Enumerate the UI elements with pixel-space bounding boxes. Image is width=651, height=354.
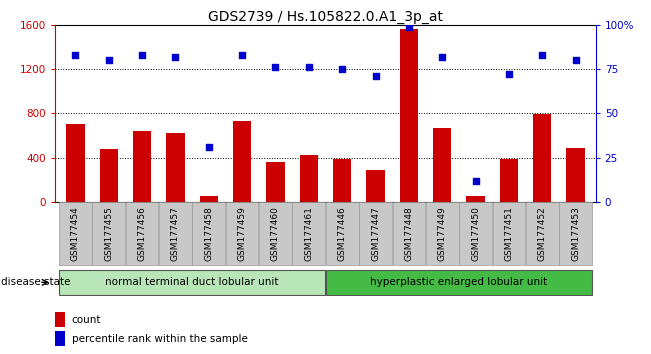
- Point: [170, 54, 180, 59]
- Bar: [55, 312, 65, 327]
- FancyBboxPatch shape: [326, 270, 592, 295]
- FancyBboxPatch shape: [459, 202, 492, 265]
- Point: [204, 144, 214, 150]
- Text: GSM177447: GSM177447: [371, 206, 380, 261]
- FancyBboxPatch shape: [326, 202, 359, 265]
- Text: disease state: disease state: [1, 277, 70, 287]
- FancyBboxPatch shape: [59, 270, 325, 295]
- Bar: [233, 121, 251, 202]
- Point: [70, 52, 81, 58]
- Text: GSM177450: GSM177450: [471, 206, 480, 261]
- Text: GSM177452: GSM177452: [538, 206, 547, 261]
- Text: GSM177457: GSM177457: [171, 206, 180, 261]
- Bar: [66, 124, 85, 202]
- Text: GSM177446: GSM177446: [338, 206, 347, 261]
- Text: GSM177460: GSM177460: [271, 206, 280, 261]
- Bar: [100, 149, 118, 202]
- Point: [337, 66, 348, 72]
- Bar: [500, 159, 518, 202]
- FancyBboxPatch shape: [126, 202, 158, 265]
- FancyBboxPatch shape: [359, 202, 392, 265]
- FancyBboxPatch shape: [92, 202, 125, 265]
- Point: [437, 54, 447, 59]
- Text: GSM177455: GSM177455: [104, 206, 113, 261]
- Bar: [400, 29, 418, 202]
- FancyBboxPatch shape: [559, 202, 592, 265]
- Bar: [466, 196, 485, 202]
- Text: GSM177454: GSM177454: [71, 206, 80, 261]
- Point: [471, 178, 481, 183]
- FancyBboxPatch shape: [59, 202, 92, 265]
- FancyBboxPatch shape: [393, 202, 425, 265]
- Bar: [333, 159, 352, 202]
- Text: GSM177461: GSM177461: [304, 206, 313, 261]
- Point: [303, 64, 314, 70]
- Title: GDS2739 / Hs.105822.0.A1_3p_at: GDS2739 / Hs.105822.0.A1_3p_at: [208, 10, 443, 24]
- Point: [404, 24, 414, 29]
- FancyBboxPatch shape: [526, 202, 559, 265]
- Point: [137, 52, 147, 58]
- Bar: [566, 148, 585, 202]
- Point: [570, 57, 581, 63]
- FancyBboxPatch shape: [426, 202, 458, 265]
- Text: normal terminal duct lobular unit: normal terminal duct lobular unit: [105, 277, 279, 287]
- Text: hyperplastic enlarged lobular unit: hyperplastic enlarged lobular unit: [370, 277, 547, 287]
- Text: GSM177453: GSM177453: [571, 206, 580, 261]
- Bar: [266, 162, 284, 202]
- Text: GSM177459: GSM177459: [238, 206, 247, 261]
- Text: GSM177448: GSM177448: [404, 206, 413, 261]
- Point: [537, 52, 547, 58]
- Point: [370, 73, 381, 79]
- Text: GSM177449: GSM177449: [437, 206, 447, 261]
- Bar: [299, 155, 318, 202]
- Point: [104, 57, 114, 63]
- Text: count: count: [72, 315, 101, 325]
- Text: GSM177456: GSM177456: [137, 206, 146, 261]
- FancyBboxPatch shape: [193, 202, 225, 265]
- FancyBboxPatch shape: [259, 202, 292, 265]
- FancyBboxPatch shape: [226, 202, 258, 265]
- Text: percentile rank within the sample: percentile rank within the sample: [72, 334, 247, 344]
- Bar: [55, 331, 65, 346]
- Bar: [533, 114, 551, 202]
- Point: [504, 72, 514, 77]
- FancyBboxPatch shape: [159, 202, 192, 265]
- Bar: [166, 133, 185, 202]
- Bar: [367, 170, 385, 202]
- Text: GSM177458: GSM177458: [204, 206, 214, 261]
- Point: [237, 52, 247, 58]
- FancyBboxPatch shape: [493, 202, 525, 265]
- Bar: [200, 196, 218, 202]
- Bar: [433, 128, 451, 202]
- FancyBboxPatch shape: [292, 202, 325, 265]
- Bar: [133, 131, 151, 202]
- Point: [270, 64, 281, 70]
- Text: GSM177451: GSM177451: [505, 206, 514, 261]
